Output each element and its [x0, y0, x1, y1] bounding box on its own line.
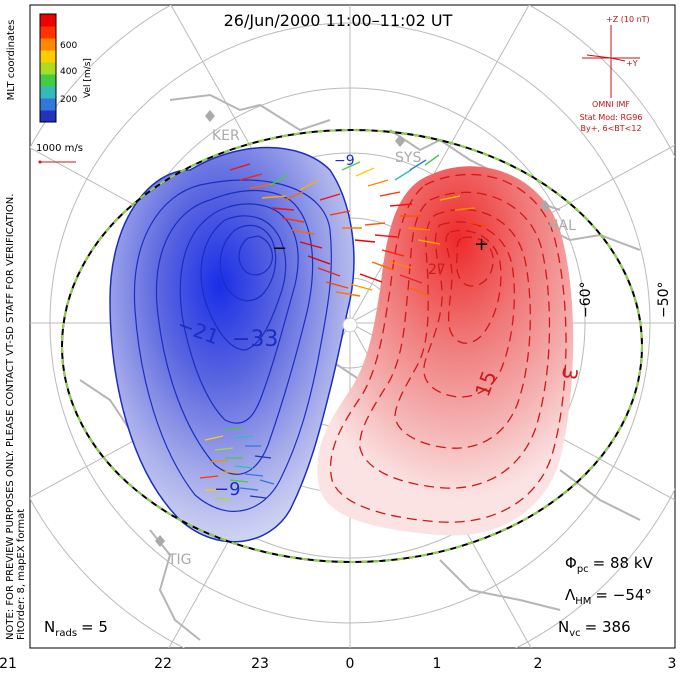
stat-n-vc: Nvc = 386 — [558, 618, 631, 639]
imf-y-label: +Y — [626, 59, 638, 68]
svg-text:Φpc= 88 kV: Φpc = 88 kV — [565, 554, 654, 575]
station-label-ker: KER — [212, 128, 240, 144]
colorbar-segment — [40, 86, 56, 99]
colorbar-segment — [40, 98, 56, 111]
colorbar-label: Vel [m/s] — [83, 58, 93, 98]
mlt-label-22: 22 — [154, 656, 172, 672]
imf-z-label: +Z (10 nT) — [606, 15, 650, 24]
heppner-maynard-boundary-dash — [61, 129, 643, 563]
contour-label-pos3: 3 — [557, 365, 583, 382]
colorbar-segment — [40, 110, 56, 123]
velocity-vectors-nightside — [199, 427, 275, 501]
station-label-hal: HAL — [548, 218, 576, 234]
geographic-pole-marker — [342, 317, 358, 333]
positive-potential-cell — [317, 166, 574, 536]
side-label-fitorder: FitOrder: 8, mapEX format — [16, 509, 27, 640]
mlt-label-21: 21 — [0, 656, 17, 672]
latitude-label-minus60: −60° — [578, 281, 594, 318]
imf-model-line1: Stat Mod: RG96 — [580, 113, 643, 122]
station-label-tig: TIG — [167, 552, 192, 568]
colorbar-segment — [40, 14, 56, 27]
scale-vector-label: 1000 m/s — [36, 143, 83, 154]
velocity-vectors-dayside — [229, 154, 487, 297]
mlt-label-1: 1 — [433, 656, 442, 672]
potential-max-marker: + — [474, 234, 489, 255]
colorbar-tick-600: 600 — [60, 41, 77, 51]
imf-model-line2: By+, 6<BT<12 — [580, 124, 641, 133]
mlt-axis: 21 22 23 0 1 2 3 — [0, 656, 676, 672]
colorbar-outline — [39, 13, 57, 123]
negative-contours — [133, 179, 332, 512]
scale-vector-arrow — [38, 160, 76, 164]
mlt-label-3: 3 — [668, 656, 677, 672]
mlt-label-0: 0 — [346, 656, 355, 672]
mlt-label-23: 23 — [251, 656, 269, 672]
velocity-colorbar — [39, 13, 57, 123]
contour-label-neg33: −33 — [232, 327, 278, 352]
svg-text:Nvc= 386: Nvc = 386 — [558, 618, 631, 639]
latitude-label-minus50: −50° — [656, 281, 672, 318]
stat-lambda-hm: ΛHM = −54° — [565, 586, 652, 607]
station-label-sys: SYS — [395, 150, 421, 166]
colorbar-segment — [40, 50, 56, 63]
imf-source: OMNI IMF — [592, 100, 630, 109]
contour-label-pos27: 27 — [428, 262, 446, 278]
colorbar-tick-200: 200 — [60, 95, 77, 105]
stat-phi-pc: Φpc = 88 kV — [565, 554, 654, 575]
side-label-note: NOTE: FOR PREVIEW PURPOSES ONLY. PLEASE … — [5, 194, 16, 640]
colorbar-segment — [40, 74, 56, 87]
svg-text:ΛHM= −54°: ΛHM = −54° — [565, 586, 652, 607]
colorbar-tick-400: 400 — [60, 67, 77, 77]
potential-min-marker: − — [272, 238, 287, 259]
station-markers — [155, 110, 550, 547]
colorbar-segment — [40, 38, 56, 51]
imf-clock-dial — [582, 25, 640, 98]
colorbar-segment — [40, 26, 56, 39]
svg-text:Nrads= 5: Nrads = 5 — [44, 618, 108, 639]
contour-label-neg9-top: −9 — [334, 153, 355, 169]
stat-n-rads: Nrads = 5 — [44, 618, 108, 639]
contour-label-neg9-bottom: −9 — [214, 479, 241, 500]
map-title: 26/Jun/2000 11:00–11:02 UT — [224, 11, 453, 30]
positive-contours — [330, 173, 567, 523]
colorbar-segment — [40, 62, 56, 75]
mlt-label-2: 2 — [534, 656, 543, 672]
side-label-coords: MLT coordinates — [6, 20, 17, 101]
